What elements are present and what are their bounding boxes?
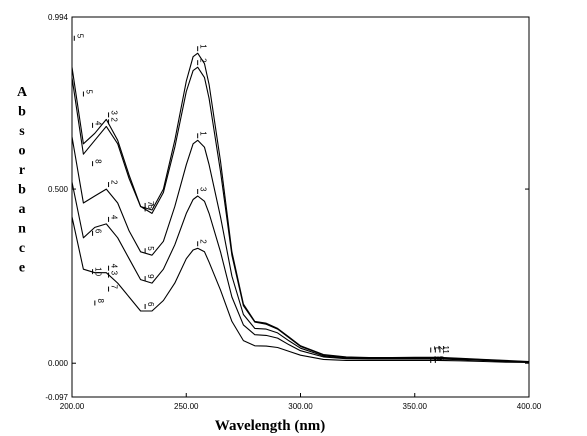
- y-tick-label: 0.000: [48, 359, 69, 368]
- y-axis-title-letter: o: [19, 144, 26, 159]
- peak-label: 3: [110, 271, 119, 276]
- series-line-1: [71, 52, 530, 363]
- y-axis-title-letter: b: [18, 105, 26, 120]
- peak-label: 1: [199, 44, 208, 49]
- peak-label: 9: [146, 274, 155, 279]
- x-tick-label: 400.00: [517, 402, 542, 411]
- peak-label: 1: [432, 346, 441, 351]
- x-tick-label: 350.00: [403, 402, 428, 411]
- series-line-3: [71, 136, 530, 363]
- peak-label: 3: [110, 110, 119, 115]
- peak-label: 8: [432, 356, 441, 361]
- y-axis-title-letter: s: [19, 124, 25, 139]
- peak-label: 6: [146, 204, 155, 209]
- peak-label: 2: [110, 180, 119, 185]
- x-axis-title: Wavelength (nm): [215, 418, 325, 434]
- peak-label: 7: [110, 285, 119, 290]
- peak-label: 2: [110, 117, 119, 122]
- x-tick-label: 300.00: [288, 402, 313, 411]
- y-axis-title-letter: A: [17, 85, 28, 100]
- y-axis-title-letter: c: [19, 241, 25, 256]
- peak-label: 1: [199, 131, 208, 136]
- x-tick-label: 200.00: [60, 402, 85, 411]
- peak-label: 2: [436, 346, 445, 351]
- y-tick-label: 0.500: [48, 185, 69, 194]
- peak-label: 5: [84, 90, 93, 95]
- peak-label: 6: [94, 229, 103, 234]
- series-line-5: [71, 216, 530, 364]
- peak-label: 6: [146, 302, 155, 307]
- y-axis-title-letter: n: [18, 222, 26, 237]
- peak-label: 2: [199, 239, 208, 244]
- y-tick-label: 0.994: [48, 13, 69, 22]
- peak-label: 10: [94, 267, 103, 276]
- series-lines: [71, 52, 530, 364]
- series-line-2: [71, 66, 530, 363]
- series-line-4: [71, 181, 530, 363]
- peak-label: 8: [94, 159, 103, 164]
- peak-label: 4: [110, 215, 119, 220]
- y-axis-ticks: 0.994 0.500 0.000 -0.097: [45, 13, 529, 402]
- peak-label: 2: [199, 58, 208, 63]
- y-tick-label: -0.097: [45, 393, 68, 402]
- x-tick-label: 250.00: [174, 402, 199, 411]
- peak-label: 8: [96, 298, 105, 303]
- y-axis-title-letter: e: [19, 261, 25, 276]
- peak-label: 4: [94, 121, 103, 126]
- peak-label: 3: [199, 187, 208, 192]
- peak-label: 11: [441, 346, 450, 355]
- peak-label: 6: [436, 356, 445, 361]
- peak-label: 5: [75, 34, 84, 39]
- peak-label: 5: [146, 246, 155, 251]
- peak-label: 7: [146, 201, 155, 206]
- y-axis-title-letter: a: [19, 202, 26, 217]
- y-axis-title-letter: b: [18, 183, 26, 198]
- y-axis-title-letter: r: [19, 163, 25, 178]
- x-axis-ticks: 200.00 250.00 300.00 350.00 400.00: [60, 393, 542, 411]
- peak-label: 4: [110, 264, 119, 269]
